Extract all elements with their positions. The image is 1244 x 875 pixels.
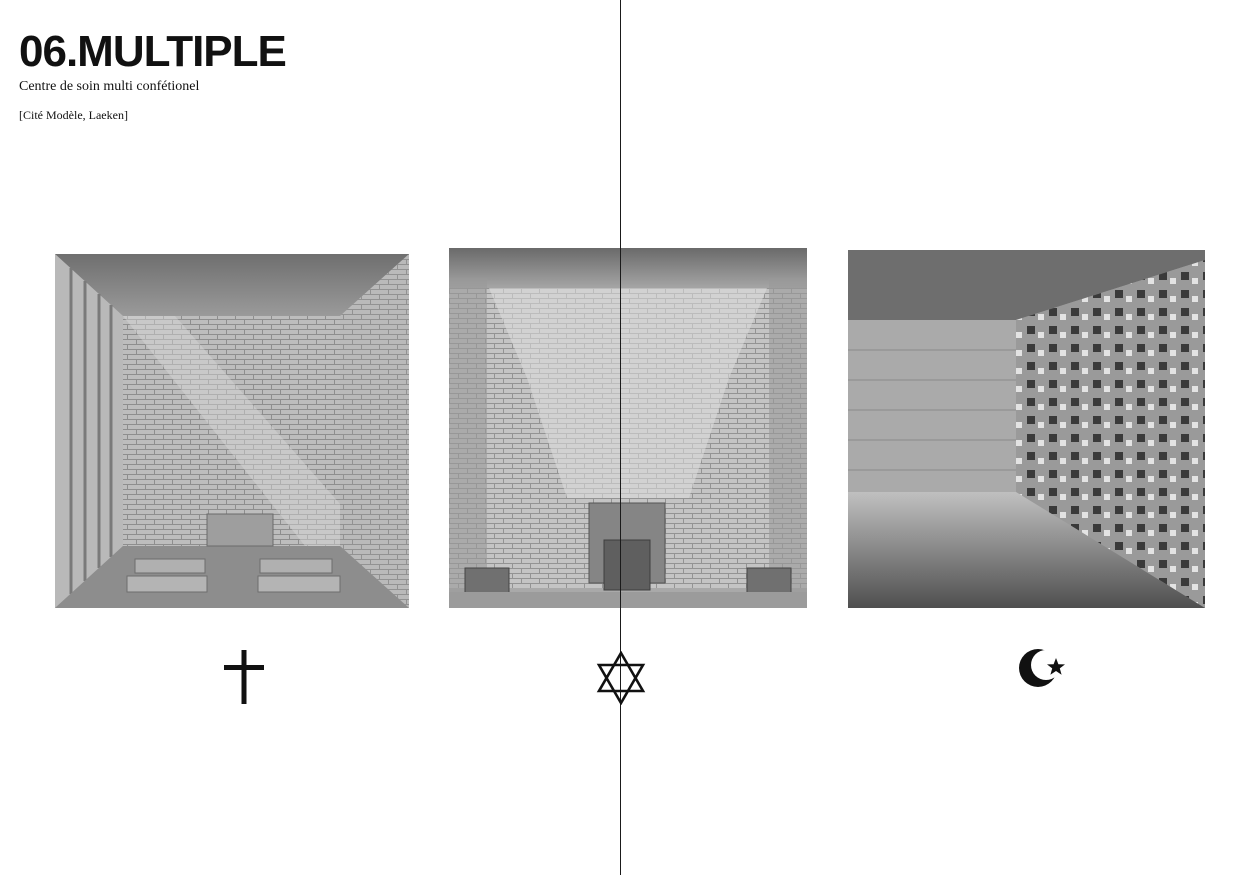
cross-icon [224,650,264,704]
crescent-star-icon [1016,645,1068,691]
christian-chapel-drawing [55,254,409,608]
page-subtitle: Centre de soin multi confétionel [19,79,200,94]
muslim-prayer-room-drawing [848,250,1205,608]
star-of-david-icon [596,651,646,705]
center-divider-line [620,0,621,875]
jewish-chapel-drawing [449,248,807,608]
location-label: [Cité Modèle, Laeken] [19,108,128,122]
page-title: 06.MULTIPLE [19,27,287,76]
